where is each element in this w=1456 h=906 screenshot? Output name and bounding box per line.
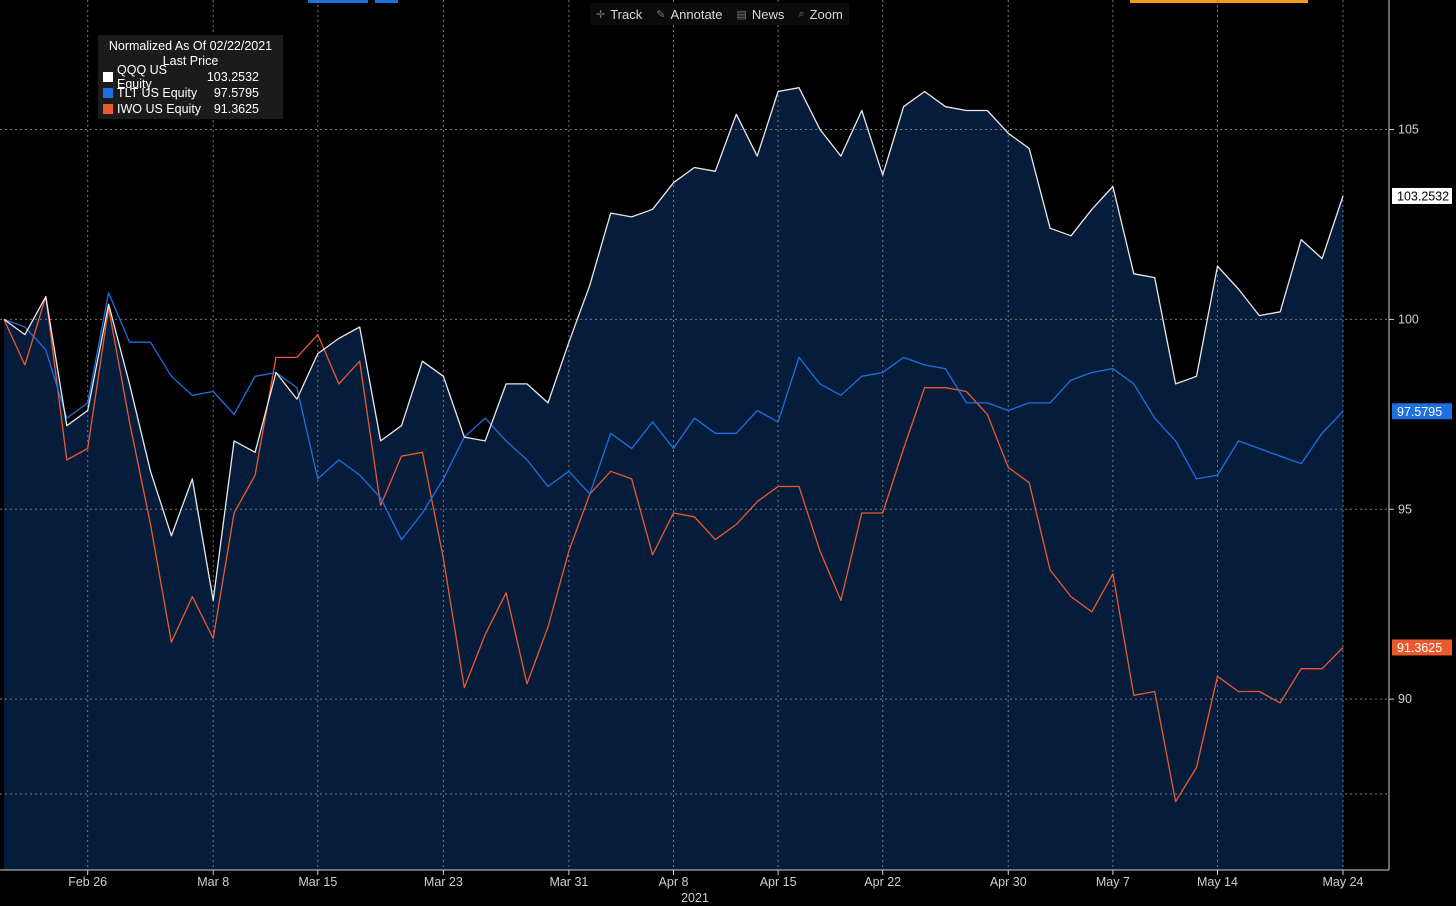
legend-swatch-tlt [103,88,113,98]
series-line-tlt [3,292,1344,541]
series-line-qqq [3,87,1344,602]
x-tick-label-apr-30: Apr 30 [990,875,1027,889]
value-tag-bg-qqq [1392,187,1452,204]
pencil-icon: ✎ [656,8,666,21]
zoom-button[interactable]: ⌕ Zoom [792,5,848,24]
legend-name-tlt: TLT US Equity [117,86,198,100]
chart-toolbar: ✛ Track ✎ Annotate ▤ News ⌕ Zoom [590,3,849,25]
value-tag-bg-tlt [1392,403,1452,420]
news-label: News [751,6,785,22]
value-tag-tlt: 97.5795 [1392,403,1452,420]
x-tick-label-mar-15: Mar 15 [298,875,337,889]
value-tag-text-qqq: 103.2532 [1397,189,1449,203]
x-axis-year-label: 2021 [681,891,709,905]
value-tag-qqq: 103.2532 [1392,187,1452,204]
x-tick-label-apr-8: Apr 8 [659,875,689,889]
x-tick-label-mar-31: Mar 31 [549,875,588,889]
y-tick-label-95: 95 [1398,502,1412,516]
legend-swatch-iwo [103,104,113,114]
y-tick-label-100: 100 [1398,312,1419,326]
legend-value-iwo: 91.3625 [213,102,259,116]
x-tick-label-mar-23: Mar 23 [424,875,463,889]
zoom-label: Zoom [809,6,843,22]
legend-item-iwo[interactable]: IWO US Equity 91.3625 [98,101,283,117]
x-tick-label-may-14: May 14 [1197,875,1238,889]
x-tick-label-apr-22: Apr 22 [864,875,901,889]
value-tag-bg-iwo [1392,639,1452,656]
magnifier-icon: ⌕ [798,7,805,20]
crosshair-icon: ✛ [596,8,606,21]
legend-value-qqq: 103.2532 [206,70,259,84]
annotate-label: Annotate [670,6,723,22]
topbar-accent-blue-1 [308,0,368,3]
chart-legend: Normalized As Of 02/22/2021 Last Price Q… [98,35,283,119]
x-tick-label-mar-8: Mar 8 [197,875,229,889]
legend-item-qqq[interactable]: QQQ US Equity 103.2532 [98,63,283,91]
value-tag-text-tlt: 97.5795 [1397,405,1442,419]
x-tick-label-may-7: May 7 [1096,875,1130,889]
x-tick-label-may-24: May 24 [1323,875,1364,889]
legend-swatch-qqq [103,72,113,82]
x-tick-label-apr-15: Apr 15 [760,875,797,889]
value-tag-iwo: 91.3625 [1392,639,1452,656]
legend-title: Normalized As Of 02/22/2021 [108,39,273,53]
x-tick-label-feb-26: Feb 26 [68,875,107,889]
legend-subtitle: Last Price [162,54,219,68]
series-line-iwo [3,295,1344,803]
y-tick-label-105: 105 [1398,123,1419,137]
track-button[interactable]: ✛ Track [590,5,648,24]
track-label: Track [610,6,643,22]
legend-name-qqq: QQQ US Equity [117,63,168,91]
legend-name-iwo: IWO US Equity [117,102,202,116]
annotate-button[interactable]: ✎ Annotate [650,5,728,24]
legend-item-tlt[interactable]: TLT US Equity 97.5795 [98,85,283,101]
area-fill-qqq [4,87,1343,870]
y-tick-label-90: 90 [1398,692,1412,706]
topbar-accent-orange [1130,0,1308,3]
grid [0,0,1389,870]
news-button[interactable]: ▤ News [731,5,791,24]
news-icon: ▤ [736,8,747,21]
legend-value-tlt: 97.5795 [213,86,259,100]
value-tag-text-iwo: 91.3625 [1397,641,1442,655]
topbar-accent-blue-2 [375,0,398,3]
